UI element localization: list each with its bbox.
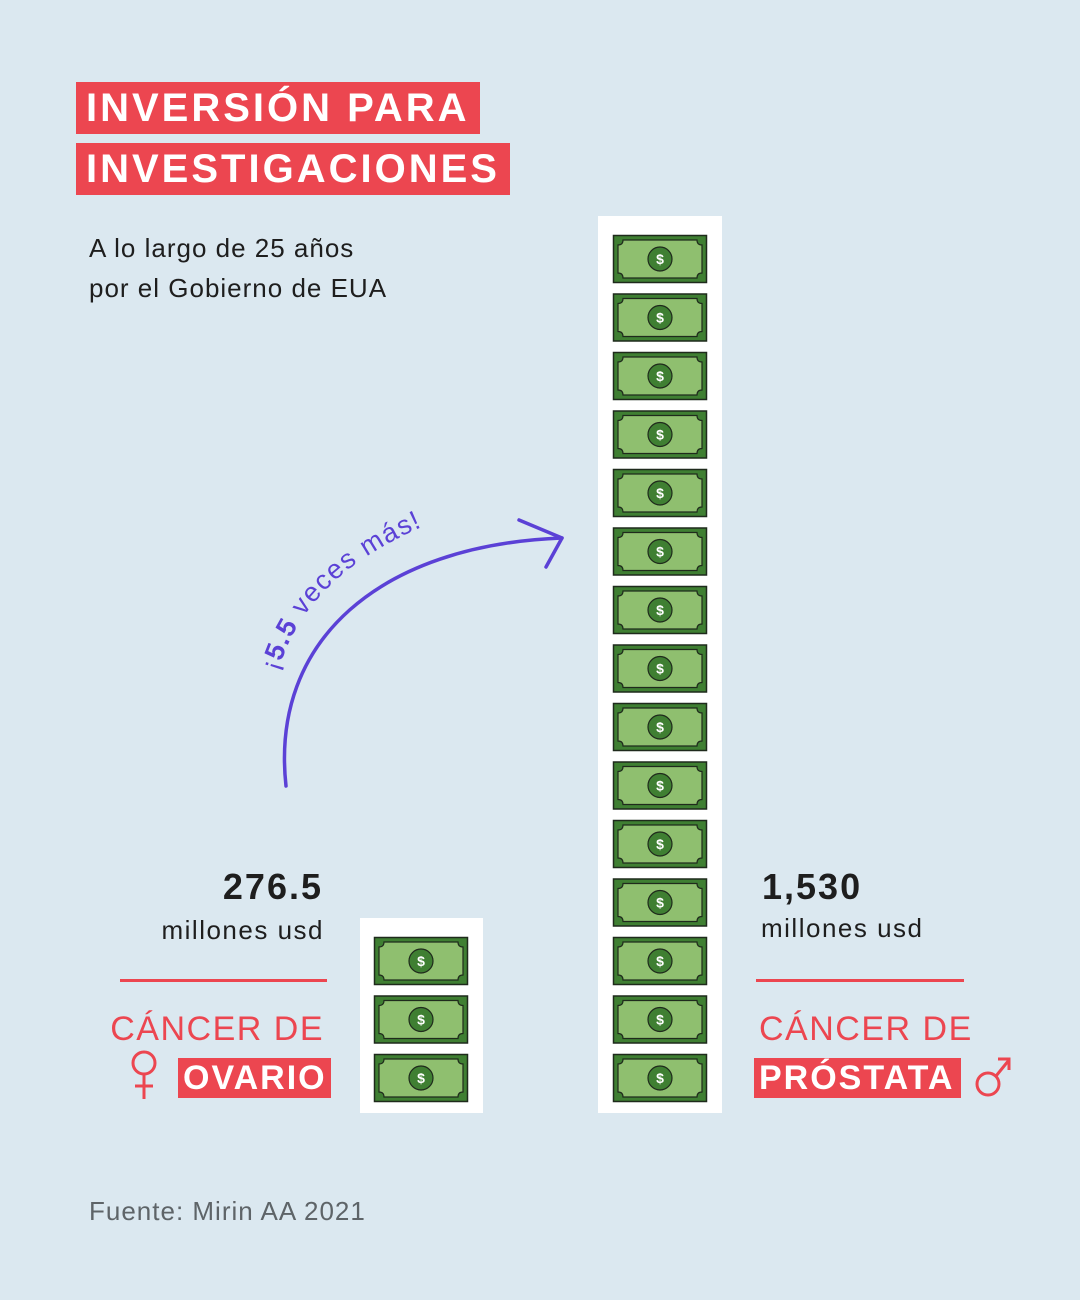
svg-text:$: $: [417, 1012, 425, 1028]
bill-mark-próstata: $: [612, 1053, 708, 1103]
bill-mark-próstata: $: [612, 936, 708, 986]
category-label-ovario: OVARIO: [178, 1058, 331, 1098]
category-label-prostata-top: CÁNCER DE: [759, 1010, 973, 1048]
bill-mark-próstata: $: [612, 351, 708, 401]
bill-mark-próstata: $: [612, 761, 708, 810]
svg-text:$: $: [656, 310, 664, 326]
bill-mark-próstata: $: [612, 878, 708, 927]
source-note: Fuente: Mirin AA 2021: [89, 1196, 366, 1226]
value-label-prostata: 1,530: [762, 866, 863, 907]
ratio-annotation: ¡5.5 veces más!: [255, 504, 426, 673]
svg-text:$: $: [417, 1070, 425, 1086]
category-label-ovario-top: CÁNCER DE: [110, 1010, 324, 1048]
bill-mark-ovario: $: [373, 995, 469, 1044]
divider-ovario: [120, 979, 327, 982]
unit-label-prostata: millones usd: [761, 913, 924, 943]
divider-prostata: [756, 979, 964, 982]
svg-text:$: $: [656, 953, 664, 969]
growth-arrow: [282, 536, 564, 788]
female-symbol-icon: [131, 1050, 157, 1099]
unit-label-ovario: millones usd: [161, 915, 324, 945]
svg-text:$: $: [656, 719, 664, 735]
title-line-1: INVERSIÓN PARA: [76, 82, 480, 134]
subtitle-line-2: por el Gobierno de EUA: [89, 273, 388, 303]
bill-mark-próstata: $: [612, 819, 708, 869]
category-label-prostata: PRÓSTATA: [754, 1058, 961, 1098]
svg-text:$: $: [656, 485, 664, 501]
bill-mark-próstata: $: [612, 702, 708, 752]
bill-mark-ovario: $: [373, 1053, 469, 1103]
svg-text:$: $: [656, 836, 664, 852]
svg-text:$: $: [656, 778, 664, 794]
bill-mark-próstata: $: [612, 995, 708, 1044]
svg-text:$: $: [417, 953, 425, 969]
bill-mark-próstata: $: [612, 410, 708, 459]
svg-text:$: $: [656, 251, 664, 267]
male-symbol-icon: [975, 1057, 1011, 1097]
bill-mark-próstata: $: [612, 293, 708, 342]
bill-mark-próstata: $: [612, 234, 708, 284]
svg-text:$: $: [656, 1012, 664, 1028]
svg-text:$: $: [656, 544, 664, 560]
svg-text:$: $: [656, 895, 664, 911]
bill-mark-próstata: $: [612, 644, 708, 693]
value-label-ovario: 276.5: [222, 866, 323, 907]
arrow-head: [517, 518, 564, 569]
svg-text:$: $: [656, 427, 664, 443]
svg-text:$: $: [656, 1070, 664, 1086]
subtitle-line-1: A lo largo de 25 años: [89, 233, 355, 263]
svg-text:$: $: [656, 661, 664, 677]
bill-mark-próstata: $: [612, 468, 708, 518]
bill-mark-próstata: $: [612, 527, 708, 576]
svg-text:$: $: [656, 368, 664, 384]
svg-text:$: $: [656, 602, 664, 618]
bill-mark-ovario: $: [373, 936, 469, 986]
title-line-2: INVESTIGACIONES: [76, 143, 510, 195]
bill-mark-próstata: $: [612, 585, 708, 635]
